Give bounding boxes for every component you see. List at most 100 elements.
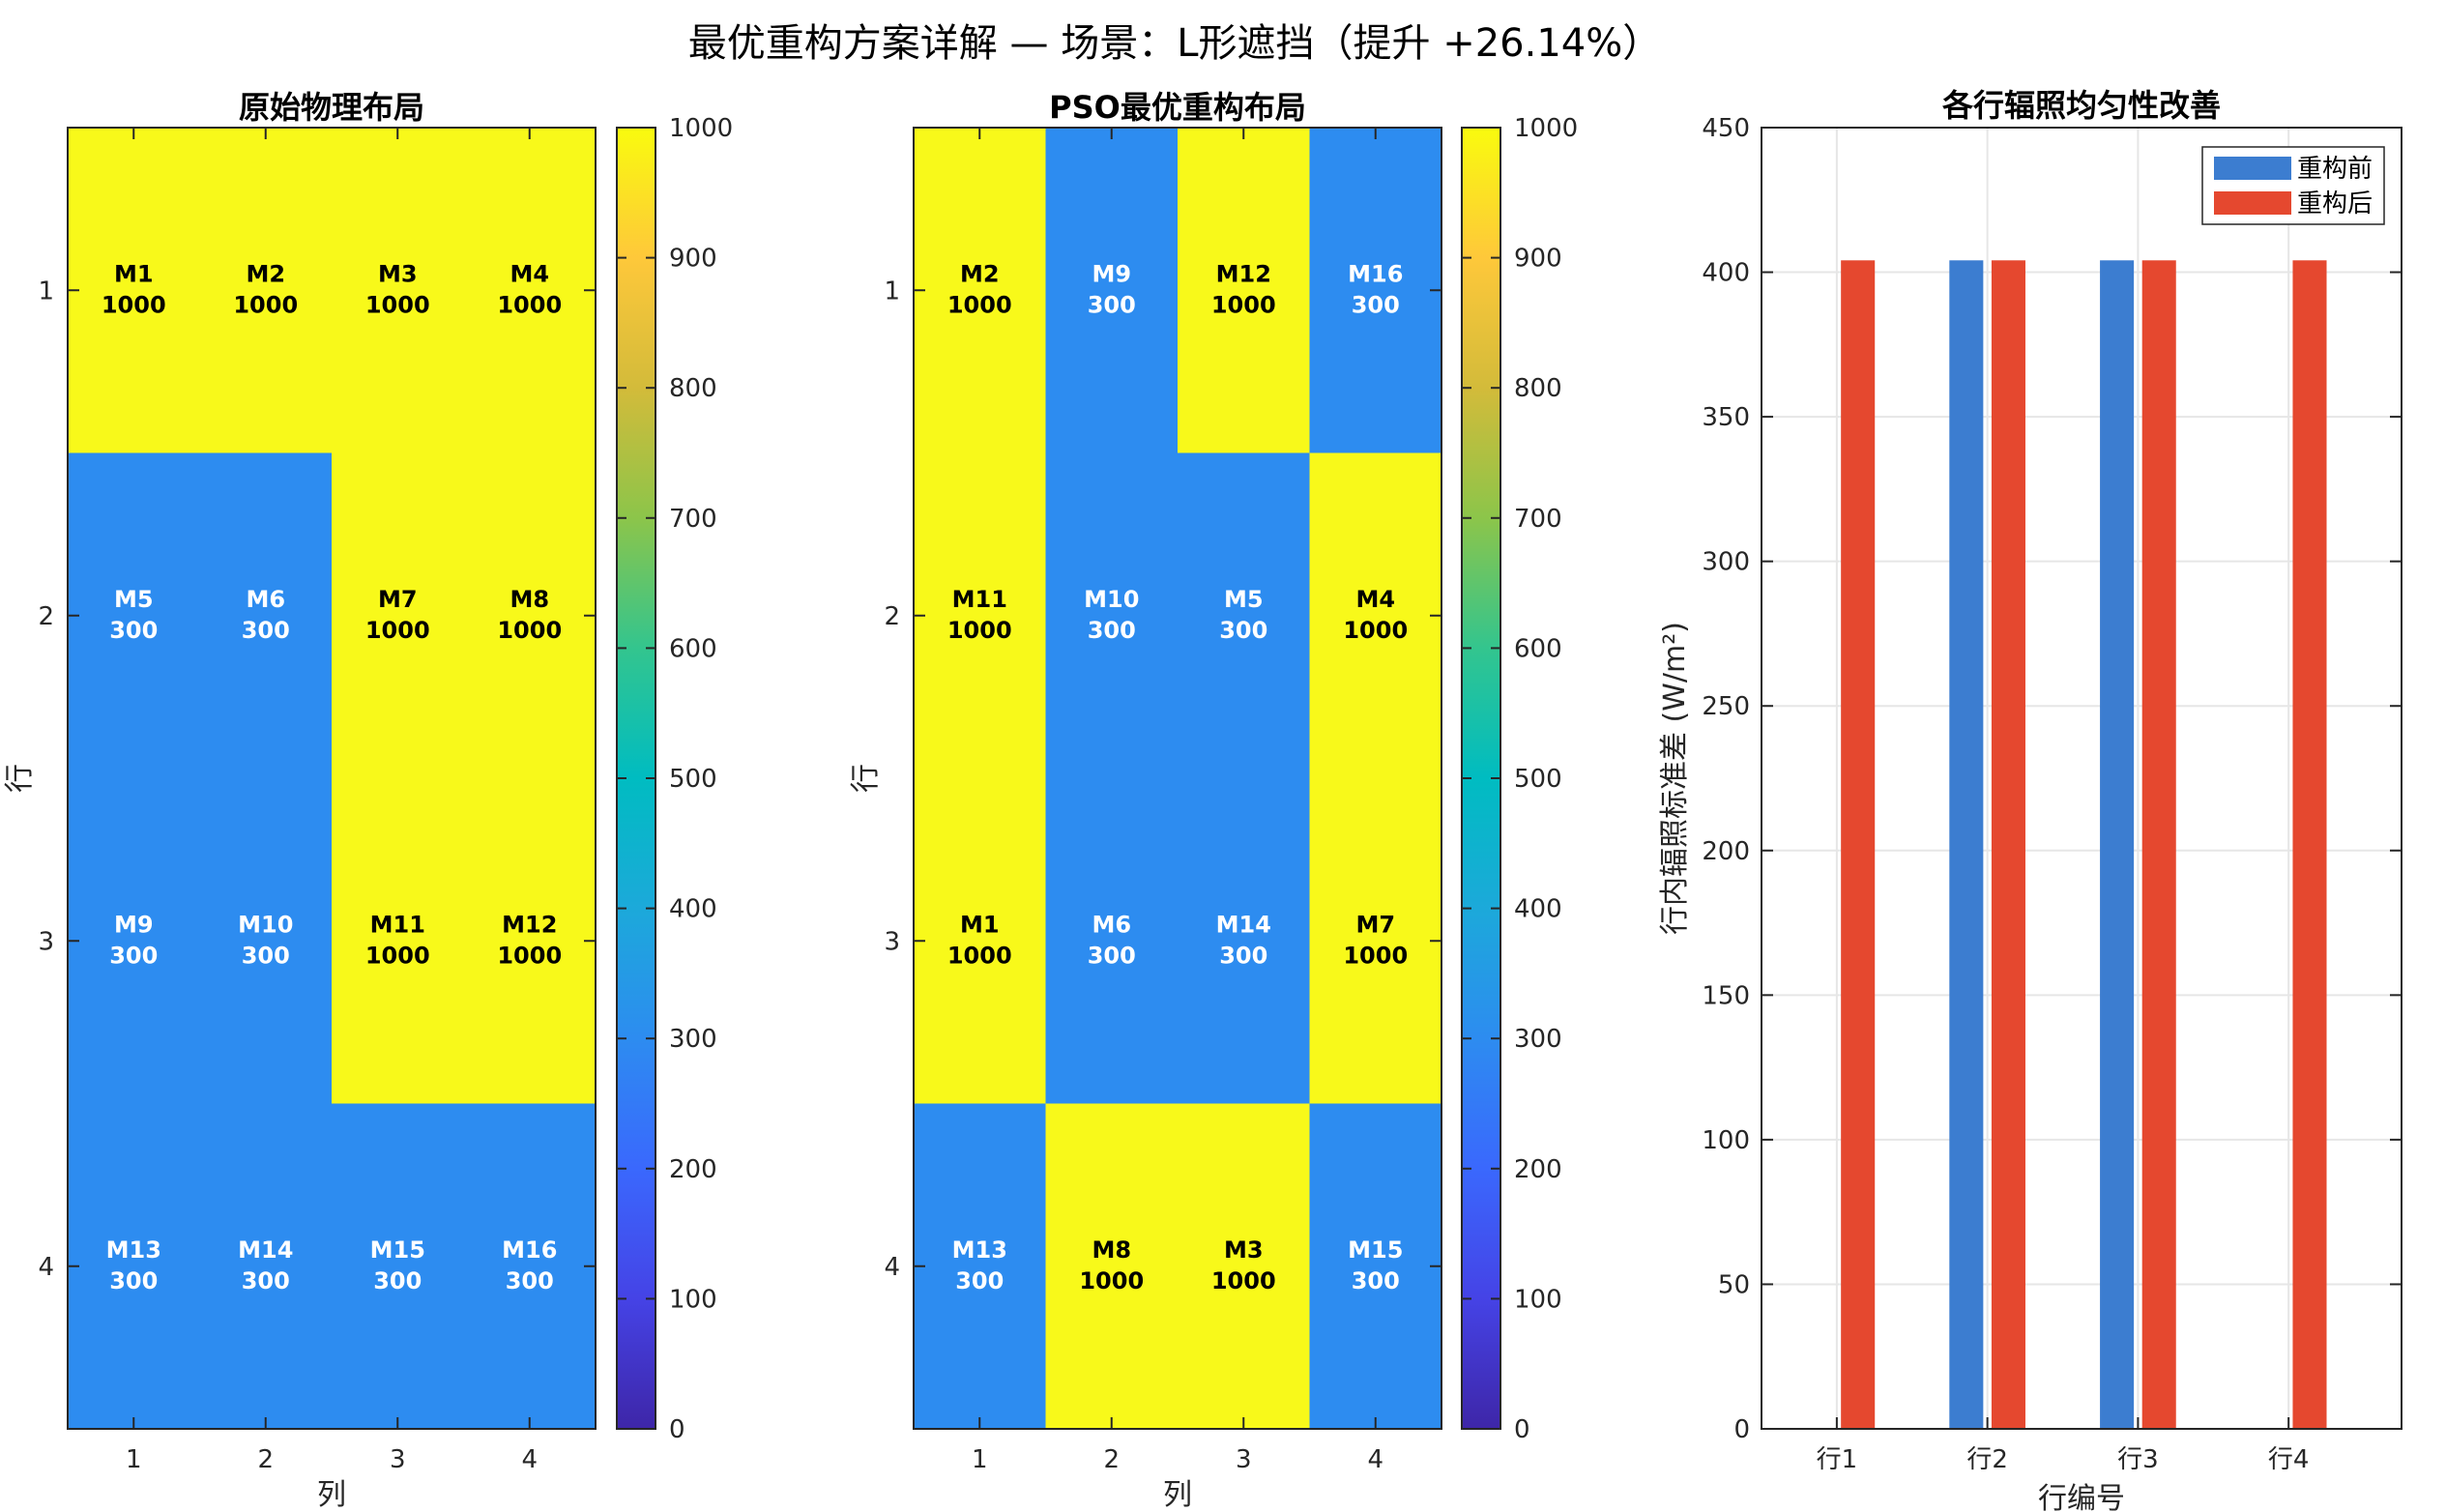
heatmap-pso-cell-name: M12 (1216, 260, 1271, 287)
colorbar-tick-label: 900 (1514, 245, 1562, 274)
heatmap-original-cell-name: M8 (510, 586, 549, 613)
colorbar-original-ticks: 0 100 200 300 400 500 600 700 800 900 1000 (617, 114, 733, 1444)
heatmap-original-frame (67, 127, 597, 1430)
colorbar-tick-label: 600 (669, 634, 717, 663)
bar-after (2141, 260, 2176, 1429)
heatmap-pso-cell-value: 1000 (1211, 291, 1276, 318)
heatmap-pso-ylabel: 行 (849, 764, 883, 793)
heatmap-pso-cell (1045, 452, 1179, 779)
heatmap-original-cell-name: M1 (114, 260, 154, 287)
bar-chart: 各行辐照均匀性改善 0 50 100 150 200 250 300 350 400 450 行1 行… (1658, 87, 2402, 1512)
bar-after (1841, 260, 1876, 1429)
heatmap-pso-cell-name: M7 (1355, 911, 1395, 938)
x-tick-label: 3 (390, 1445, 406, 1474)
heatmap-pso-cell-name: M2 (960, 260, 1000, 287)
heatmap-pso-cell (1309, 778, 1442, 1104)
bar-after (1991, 260, 2025, 1429)
heatmap-original-cell-value: 300 (109, 942, 158, 969)
bar-chart-legend: 重构前 重构后 (2201, 146, 2385, 225)
colorbar-tick-label: 300 (669, 1025, 717, 1054)
legend-swatch-before (2214, 157, 2291, 180)
colorbar-tick-label: 0 (669, 1415, 685, 1444)
heatmap-original-cell (463, 452, 597, 779)
bar-chart-ticks: 0 50 100 150 200 250 300 350 400 450 行1 行2 行3 行4 (1702, 114, 2402, 1474)
y-tick-label: 1 (38, 276, 54, 305)
legend-label-before: 重构前 (2297, 155, 2373, 184)
heatmap-original-cell-name: M16 (502, 1236, 557, 1264)
heatmap-pso-cell (1045, 128, 1179, 453)
heatmap-pso-cell (1178, 452, 1310, 779)
colorbar-tick-label: 1000 (669, 114, 733, 143)
x-tick-label: 行3 (2117, 1445, 2159, 1474)
heatmap-original-cell-value: 1000 (365, 942, 430, 969)
x-tick-label: 4 (1367, 1445, 1383, 1474)
heatmap-pso-cell (1045, 778, 1179, 1104)
heatmap-pso-cell-name: M8 (1092, 1236, 1131, 1264)
colorbar-tick-label: 0 (1514, 1415, 1530, 1444)
bar-after (2292, 260, 2327, 1429)
x-tick-label: 2 (257, 1445, 274, 1474)
colorbar-pso-ticks: 0 100 200 300 400 500 600 700 800 900 1000 (1462, 114, 1578, 1444)
heatmap-pso-cell-value: 1000 (1343, 617, 1408, 644)
figure-title: 最优重构方案详解 — 场景：L形遮挡（提升 +26.14%） (688, 21, 1661, 66)
y-tick-label: 450 (1702, 114, 1750, 143)
heatmap-pso-cell (914, 128, 1046, 453)
y-tick-label: 200 (1702, 837, 1750, 866)
heatmap-pso-cell-value: 300 (1088, 942, 1136, 969)
heatmap-original-cell-value: 1000 (497, 291, 562, 318)
heatmap-pso-xlabel: 列 (1163, 1478, 1192, 1512)
heatmap-pso-cell-value: 300 (1352, 291, 1400, 318)
heatmap-original-cell-value: 1000 (365, 617, 430, 644)
heatmap-pso-cell (1178, 128, 1310, 453)
y-tick-label: 4 (38, 1253, 54, 1282)
heatmap-pso-cell-value: 1000 (947, 291, 1012, 318)
colorbar-tick-label: 300 (1514, 1025, 1562, 1054)
heatmap-original-cell-value: 1000 (365, 291, 430, 318)
heatmap-pso-cell-name: M13 (952, 1236, 1007, 1264)
heatmap-pso-cell-value: 300 (1219, 942, 1267, 969)
x-tick-label: 1 (126, 1445, 142, 1474)
heatmap-pso-cell-name: M3 (1224, 1236, 1264, 1264)
heatmap-pso-cell (914, 778, 1046, 1104)
legend-label-after: 重构后 (2297, 189, 2373, 218)
heatmap-original-cell (463, 1103, 597, 1430)
colorbar-tick-label: 500 (1514, 765, 1562, 794)
x-tick-label: 行1 (1817, 1445, 1858, 1474)
heatmap-pso-cell-value: 300 (1352, 1267, 1400, 1294)
colorbar-tick-label: 800 (1514, 374, 1562, 403)
heatmap-original-cell-value: 1000 (497, 942, 562, 969)
colorbar-tick-label: 500 (669, 765, 717, 794)
heatmap-original-title: 原始物理布局 (239, 89, 424, 126)
heatmap-original-cell (199, 128, 333, 453)
heatmap-original-cell (68, 452, 200, 779)
heatmap-pso-cell-value: 1000 (947, 617, 1012, 644)
heatmap-original-cell-value: 300 (242, 617, 290, 644)
heatmap-pso-cell (1045, 1103, 1179, 1430)
bar-before (1949, 260, 1984, 1429)
heatmap-pso-cell-name: M4 (1355, 586, 1395, 613)
heatmap-original-cell (332, 1103, 464, 1430)
heatmap-original-cell (68, 128, 200, 453)
heatmap-pso-cell (1309, 128, 1442, 453)
colorbar-tick-label: 700 (1514, 505, 1562, 534)
colorbar-tick-label: 600 (1514, 634, 1562, 663)
heatmap-pso-cell-value: 300 (1219, 617, 1267, 644)
x-tick-label: 行4 (2268, 1445, 2310, 1474)
heatmap-original-cell-value: 300 (242, 942, 290, 969)
heatmap-original-xlabel: 列 (317, 1478, 346, 1512)
heatmap-original-cell-name: M3 (378, 260, 418, 287)
heatmap-original-cell-value: 1000 (102, 291, 166, 318)
y-tick-label: 400 (1702, 259, 1750, 288)
y-tick-label: 4 (884, 1253, 900, 1282)
y-tick-label: 250 (1702, 692, 1750, 721)
heatmap-pso-cell-name: M9 (1092, 260, 1131, 287)
heatmap-original-cell-name: M4 (510, 260, 549, 287)
y-tick-label: 2 (884, 602, 900, 631)
heatmap-original-cell (68, 1103, 200, 1430)
heatmap-original-cell-name: M7 (378, 586, 418, 613)
colorbar-tick-label: 100 (669, 1285, 717, 1314)
heatmap-original-cells: M1 1000 M2 1000 M3 1000 M4 1000 M5 300 M6 300 M7 1000… (68, 128, 597, 1430)
heatmap-original-cell-name: M2 (246, 260, 285, 287)
heatmap-pso-title: PSO最优重构布局 (1049, 89, 1306, 126)
y-tick-label: 100 (1702, 1126, 1750, 1155)
